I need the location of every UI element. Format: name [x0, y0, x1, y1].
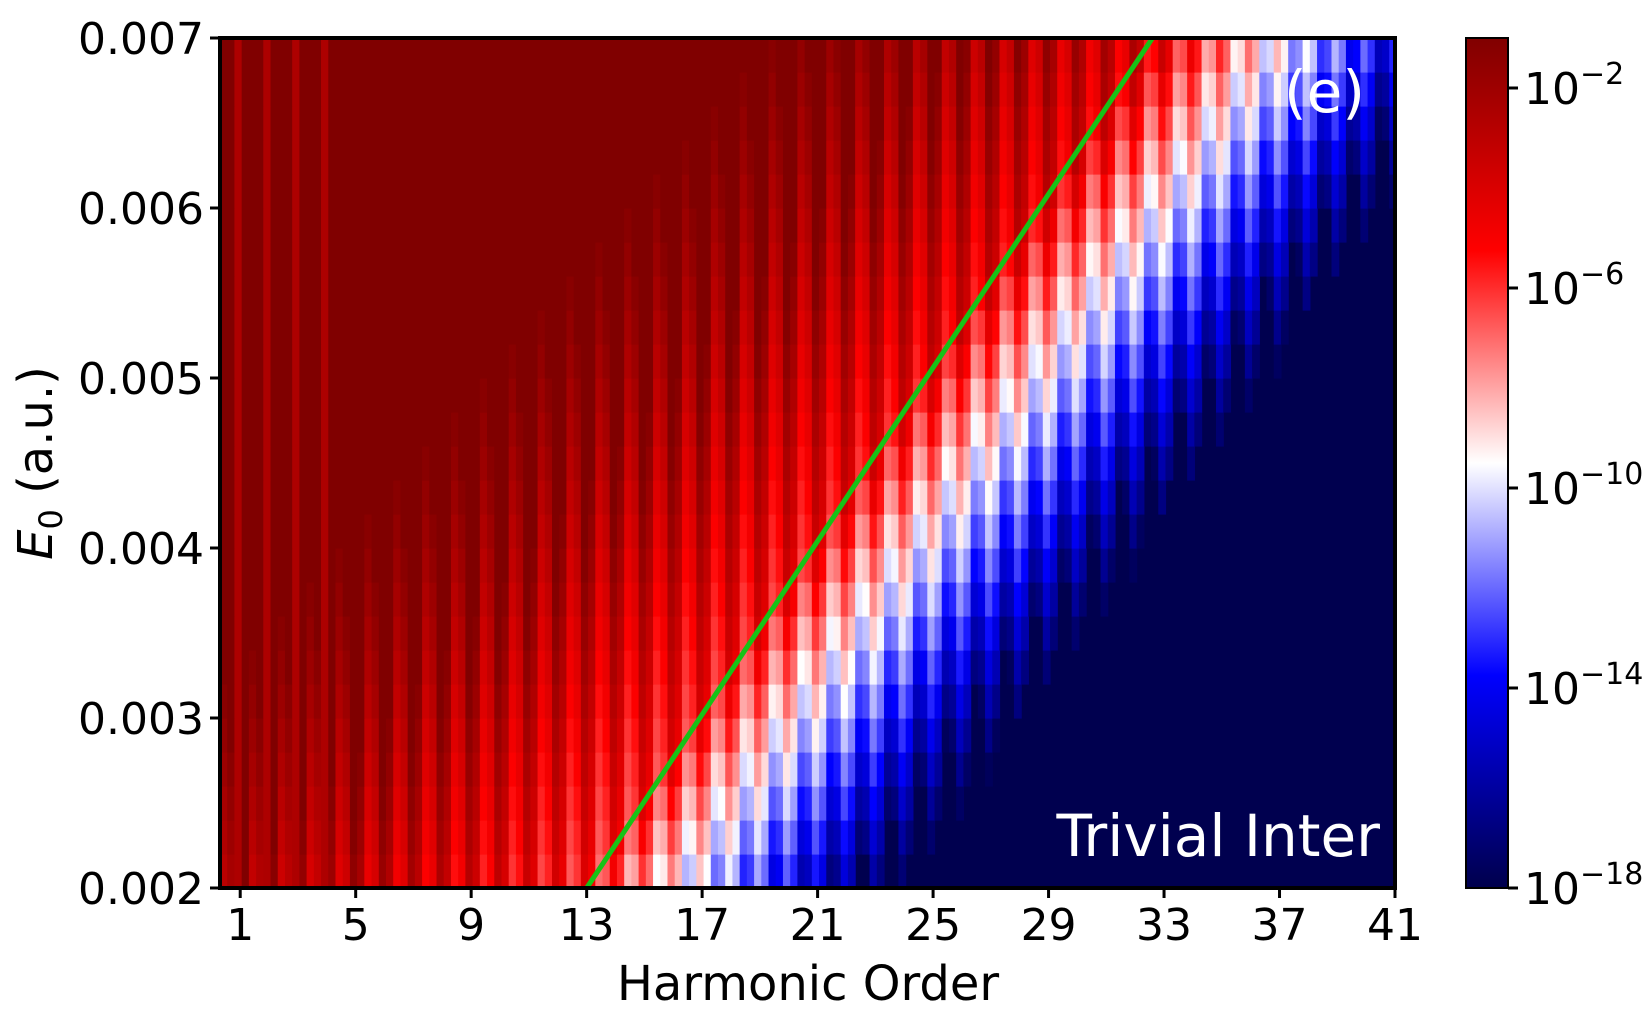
- x-tick-label: 13: [559, 900, 615, 951]
- x-tick-label: 17: [674, 900, 730, 951]
- y-tick-label: 0.005: [78, 354, 204, 405]
- y-tick-label: 0.006: [78, 184, 204, 235]
- x-axis-ticks: 1 5 9 13 17 21 25 29 33 37 41: [226, 888, 1423, 951]
- x-tick-label: 21: [790, 900, 846, 951]
- colorbar-tick-label: 10−18: [1524, 857, 1643, 915]
- x-tick-label: 1: [226, 900, 254, 951]
- x-tick-label: 33: [1136, 900, 1192, 951]
- y-tick-label: 0.003: [78, 694, 204, 745]
- panel-label: (e): [1284, 58, 1365, 126]
- x-tick-label: 25: [905, 900, 961, 951]
- x-tick-label: 29: [1021, 900, 1077, 951]
- y-axis-title: E0 (a.u.): [8, 366, 70, 560]
- colorbar-tick-label: 10−2: [1524, 57, 1624, 115]
- x-tick-label: 41: [1367, 900, 1423, 951]
- colorbar-tick-label: 10−14: [1524, 657, 1643, 715]
- y-tick-label: 0.002: [78, 864, 204, 915]
- colorbar-ticks: 10−2 10−6 10−10 10−14 10−18: [1508, 57, 1643, 915]
- annotation-label: Trivial Inter: [1055, 802, 1380, 870]
- x-tick-label: 37: [1252, 900, 1308, 951]
- x-axis-title: Harmonic Order: [617, 956, 1000, 1012]
- y-tick-label: 0.007: [78, 14, 204, 65]
- y-axis-title-unit: (a.u.): [8, 366, 64, 509]
- x-tick-label: 5: [342, 900, 370, 951]
- plot-frame: [218, 36, 1397, 890]
- y-axis-title-subscript: 0: [32, 509, 70, 529]
- heatmap-field: [220, 38, 1395, 888]
- y-axis-ticks: 0.002 0.003 0.004 0.005 0.006 0.007: [78, 14, 220, 915]
- x-tick-label: 9: [457, 900, 485, 951]
- colorbar-tick-label: 10−10: [1524, 457, 1643, 515]
- y-axis-title-symbol: E: [8, 529, 64, 560]
- colorbar-tick-label: 10−6: [1524, 257, 1624, 315]
- cutoff-line: [584, 36, 1155, 890]
- y-tick-label: 0.004: [78, 524, 204, 575]
- colorbar: [1465, 37, 1509, 889]
